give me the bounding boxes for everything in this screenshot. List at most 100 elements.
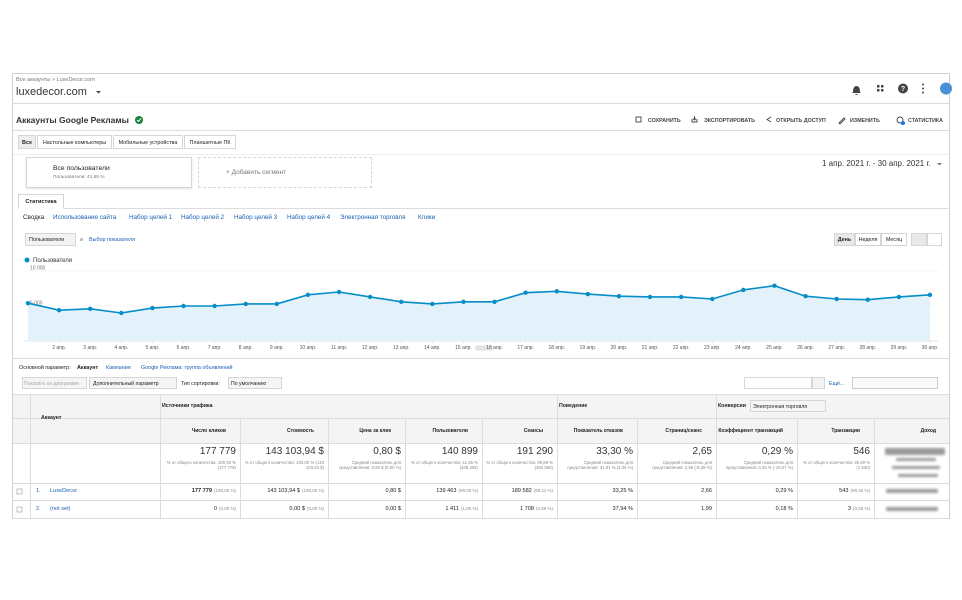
metric-select[interactable] [25,233,76,246]
table-cell[interactable]: 33,25 % [557,488,633,494]
resize-handle[interactable] [475,345,493,351]
period-button-label[interactable]: День [837,237,852,243]
action-button[interactable]: ОТКРЫТЬ ДОСТУП [776,117,826,124]
device-tab-label[interactable]: Настольные компьютеры [42,139,107,146]
table-cell[interactable]: 1 411 (1,00 %) [405,506,478,512]
table-rule[interactable] [13,518,949,519]
subtab-link[interactable]: Набор целей 3 [234,213,278,221]
metric-select-label[interactable]: Пользователи [29,236,65,243]
table-rule[interactable] [13,443,949,444]
more-icon[interactable] [922,83,924,94]
table-rule[interactable] [405,418,406,518]
subtab-link[interactable]: Сводка [23,213,45,221]
dimension-link[interactable]: Google Реклама: группа объявлений [141,365,233,371]
period-button[interactable] [834,233,855,246]
chart-type-button[interactable] [911,233,927,246]
table-rule[interactable] [13,483,949,484]
cell-value: 139 463 [436,488,457,494]
period-button-label[interactable]: Месяц [885,237,903,243]
device-tab-label[interactable]: Все [22,139,32,146]
account-link[interactable]: (not set) [50,506,71,512]
add-segment-button[interactable]: + Добавить сегмент [226,168,287,176]
bell-icon[interactable] [852,86,861,95]
table-rule[interactable] [240,418,241,518]
table-rule[interactable] [30,394,31,518]
table-cell[interactable]: 2,66 [637,488,712,494]
device-tab[interactable] [113,135,183,149]
action-button[interactable]: СТАТИСТИКА [908,117,943,124]
tab-label[interactable]: Статистика [25,198,57,205]
subtab-link[interactable]: Набор целей 2 [181,213,225,221]
secondary-select[interactable] [89,377,177,389]
table-rule[interactable] [160,394,161,518]
table-rule[interactable] [874,418,875,518]
date-range-select[interactable]: 1 апр. 2021 г. - 30 апр. 2021 г. [822,159,931,168]
table-rule[interactable] [13,500,949,501]
tab[interactable] [18,194,64,209]
table-cell[interactable]: 1,99 [637,506,712,512]
secondary-select-label[interactable]: Дополнительный параметр [93,380,159,387]
device-tab[interactable] [37,135,112,149]
subtab-link[interactable]: Набор целей 1 [129,213,173,221]
table-cell[interactable]: 0,29 % [716,488,793,494]
sort-select[interactable] [228,377,282,389]
sort-select-label[interactable]: По умолчанию [231,380,267,387]
table-cell[interactable]: 0,00 $ [328,506,401,512]
subtab-link[interactable]: Электронная торговля [340,213,406,221]
device-tab-label[interactable]: Мобильные устройства [118,139,178,146]
period-button[interactable] [881,233,907,246]
table-rule[interactable] [328,418,329,518]
table-cell[interactable]: 177 779 (100,00 %) [160,488,236,494]
metric-link[interactable]: Выбор показателя [89,236,136,243]
apps-icon[interactable] [877,85,884,92]
action-button[interactable]: ИЗМЕНИТЬ [850,117,880,124]
more-link[interactable]: Ещё... [829,380,845,387]
account-link[interactable]: LuxeDecor [50,488,78,494]
dimension-link[interactable]: Кампания [106,365,131,371]
table-cell[interactable]: 37,94 % [557,506,633,512]
property-selector[interactable]: luxedecor.com [16,86,87,98]
table-rule[interactable] [13,418,949,419]
table-cell[interactable]: 543 (99,45 %) [797,488,870,494]
period-button-label[interactable]: Неделя [858,237,878,243]
table-rule[interactable] [797,418,798,518]
table-rule[interactable] [482,418,483,518]
table-cell[interactable]: 1 708 (0,89 %) [482,506,553,512]
dimension-link[interactable]: Аккаунт [77,365,99,371]
action-button[interactable]: СОХРАНИТЬ [648,117,681,124]
chart-type-button[interactable] [927,233,942,246]
table-cell[interactable]: 139 463 (99,00 %) [405,488,478,494]
table-cell[interactable]: 0,18 % [716,506,793,512]
x-tick-label: 19 апр. [580,345,597,350]
device-tab[interactable] [184,135,236,149]
table-rule[interactable] [13,394,949,395]
avatar[interactable] [940,82,952,95]
search-button[interactable] [812,377,825,389]
table-cell[interactable]: 0,80 $ [328,488,401,494]
subtab-link[interactable]: Использование сайта [53,213,117,221]
device-tab-label[interactable]: Планшетные ПК [189,139,231,146]
table-cell[interactable]: 189 582 (99,11 %) [482,488,553,494]
table-rule[interactable] [557,418,558,518]
plot-button[interactable] [22,377,87,389]
total-value: 177 779 [199,446,236,457]
checkbox[interactable] [16,488,23,495]
device-tab[interactable] [18,135,36,149]
action-button[interactable]: ЭКСПОРТИРОВАТЬ [704,117,755,124]
table-cell[interactable]: 0,00 $ (0,00 %) [240,506,324,512]
checkbox[interactable] [16,506,23,513]
table-rule[interactable] [716,418,717,518]
conversion-select[interactable] [750,400,826,412]
badge [901,121,905,125]
subtab-link[interactable]: Набор целей 4 [287,213,331,221]
help-icon[interactable] [898,83,908,94]
table-cell[interactable]: 3 (0,55 %) [797,506,870,512]
data-point [896,294,902,300]
table-cell[interactable]: 0 (0,00 %) [160,506,236,512]
table-cell[interactable]: 143 103,94 $ (100,00 %) [240,488,324,494]
conversion-select-label[interactable]: Электронная торговля [753,403,808,410]
subtab-link[interactable]: Клики [418,213,436,221]
plot-button-label[interactable]: Показать на диаграмме [24,380,80,387]
table-rule[interactable] [637,418,638,518]
period-button[interactable] [855,233,881,246]
